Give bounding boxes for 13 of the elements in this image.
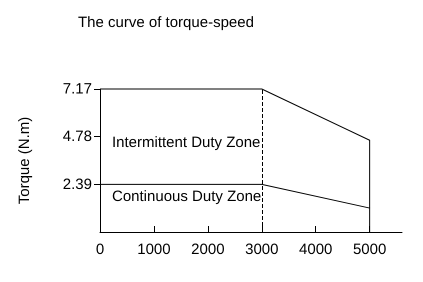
x-tick-label: 2000 bbox=[191, 241, 225, 258]
x-tick-label: 5000 bbox=[352, 241, 386, 258]
y-axis-title: Torque (N.m) bbox=[16, 116, 33, 204]
annotation: Continuous Duty Zone bbox=[112, 188, 262, 205]
x-tick-label: 0 bbox=[96, 241, 104, 258]
y-tick-label: 4.78 bbox=[62, 128, 92, 146]
y-tick-label: 2.39 bbox=[62, 176, 92, 193]
annotation: Intermittent Duty Zone bbox=[112, 134, 260, 151]
x-tick-label: 1000 bbox=[137, 241, 171, 258]
x-tick-label: 4000 bbox=[299, 241, 332, 258]
y-tick-label: 7.17 bbox=[62, 80, 92, 98]
x-tick-label: 3000 bbox=[245, 241, 278, 258]
chart-title: The curve of torque-speed bbox=[78, 14, 254, 31]
